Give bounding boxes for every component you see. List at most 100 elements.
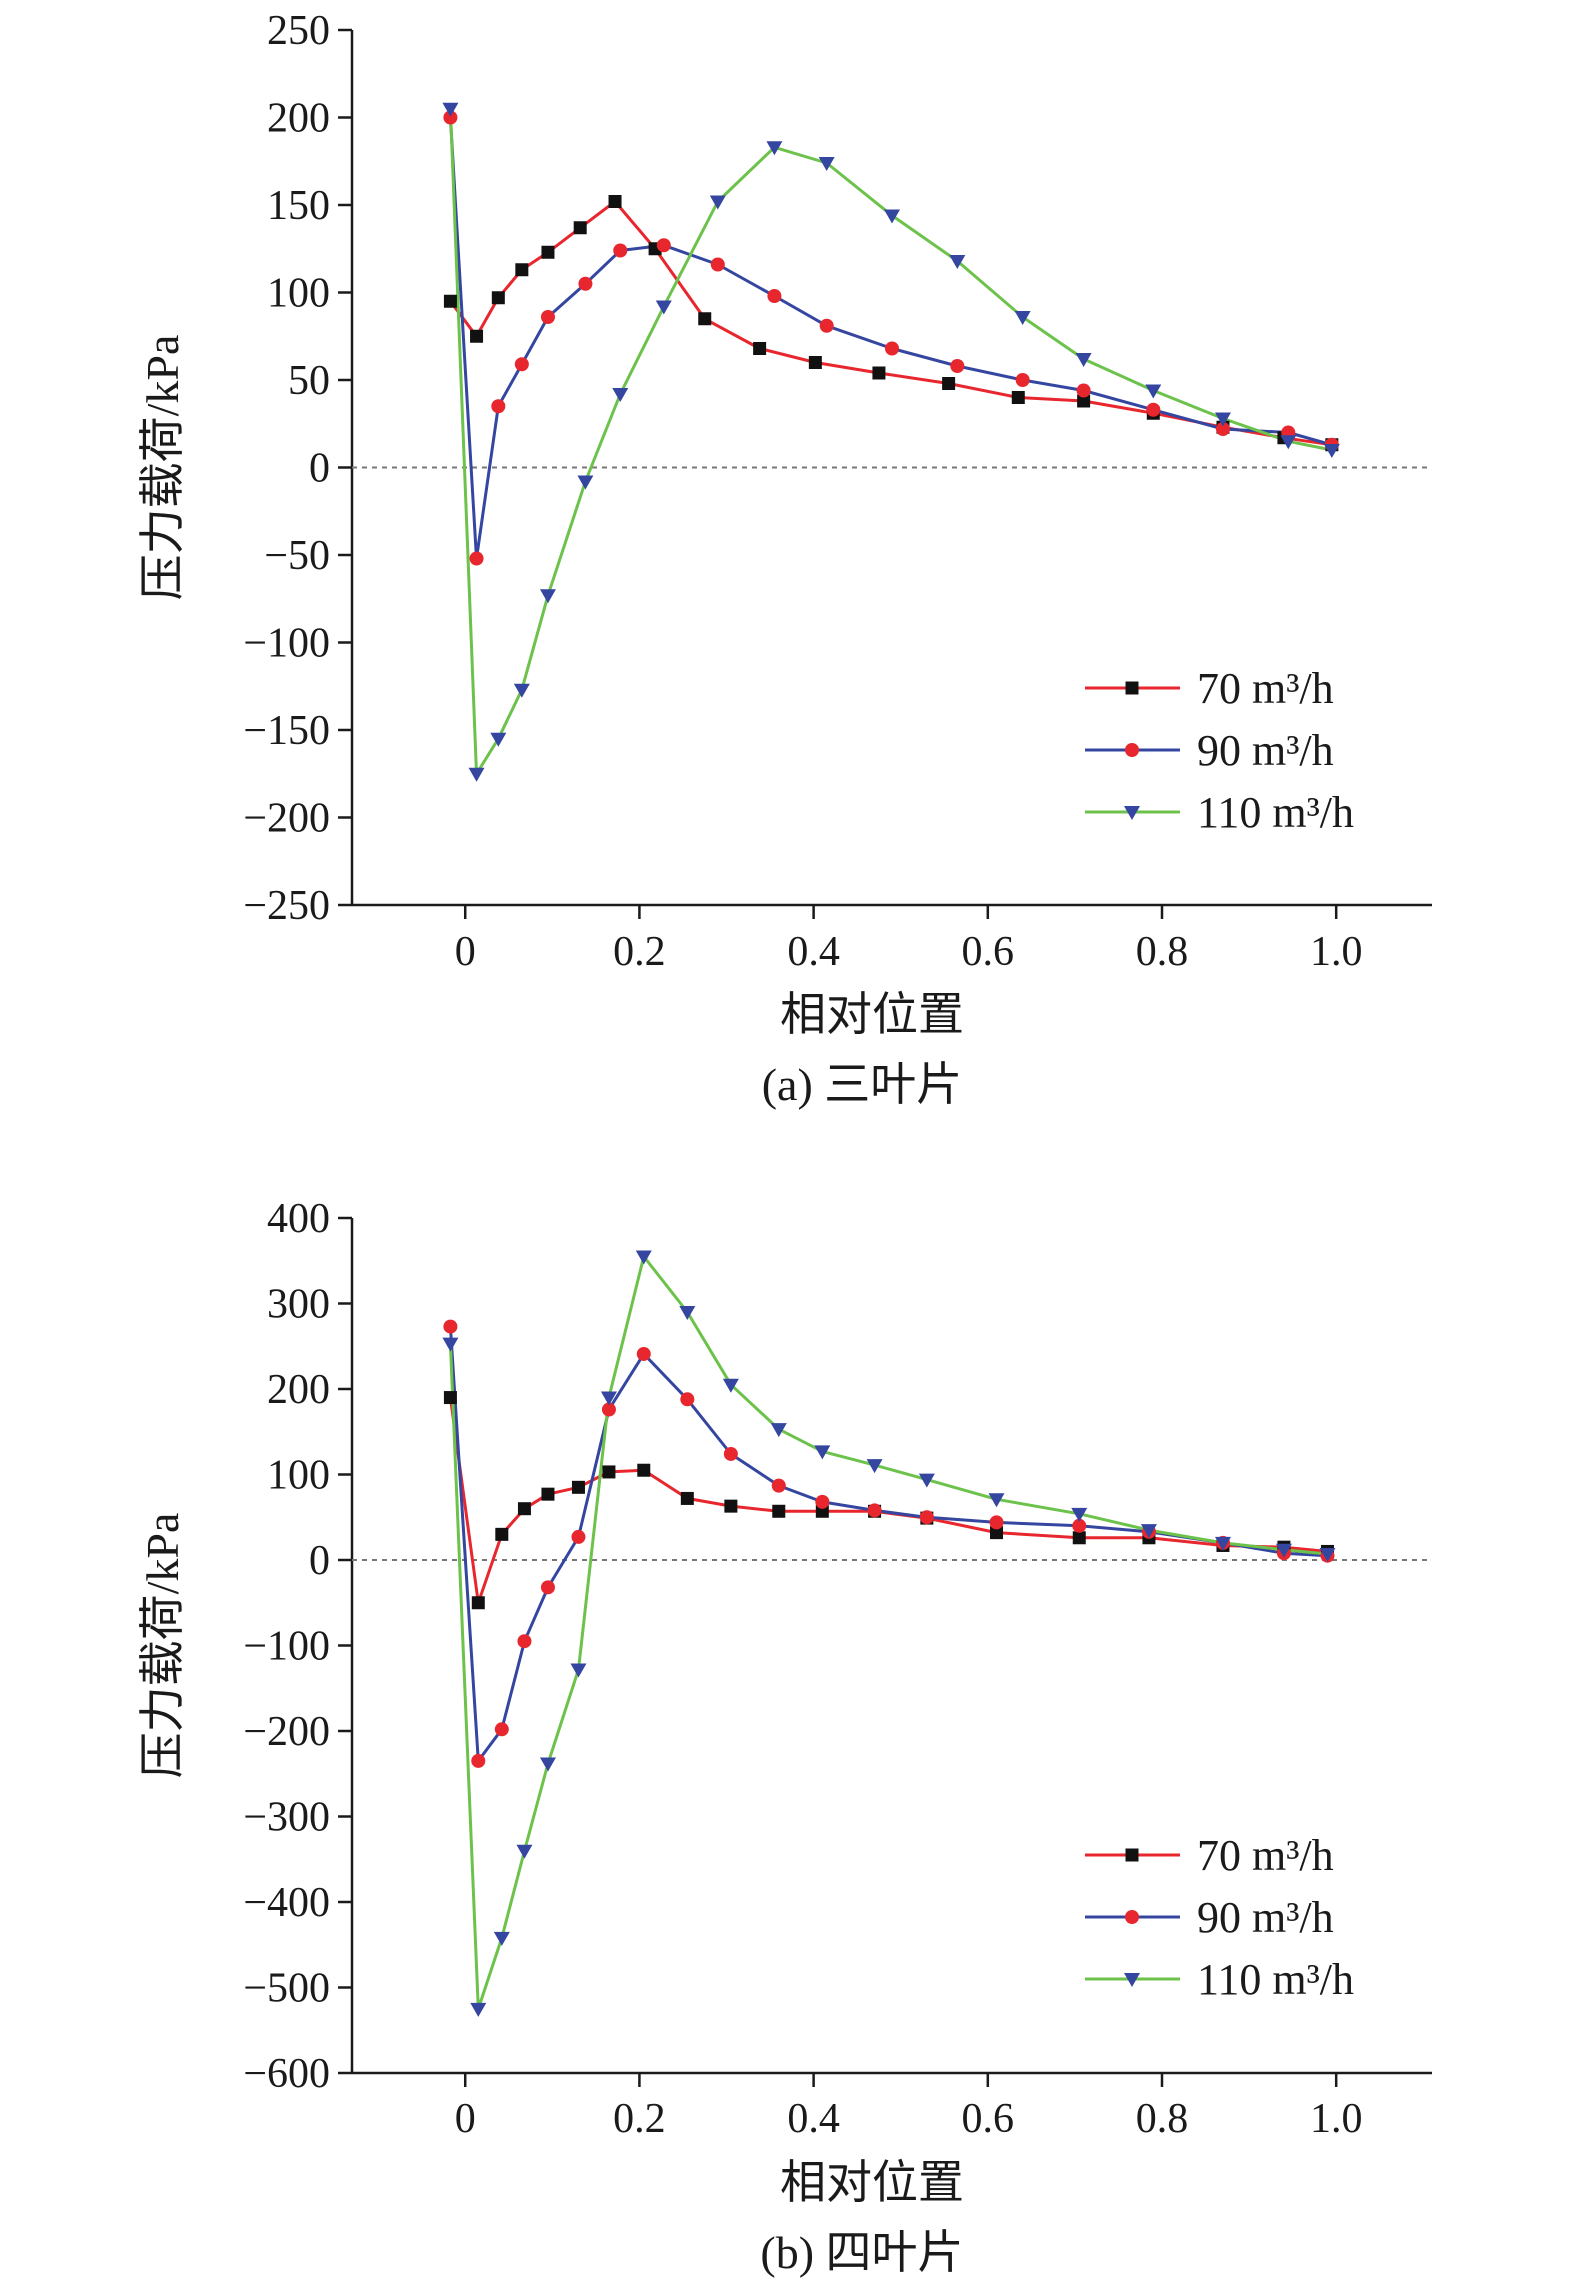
data-point-series-0 [541,245,555,259]
data-point-series-1 [819,318,834,333]
data-point-series-2 [814,1445,831,1460]
data-point-series-0 [573,221,587,235]
data-point-series-1 [517,1634,532,1649]
y-tick-label: 0 [309,1538,330,1584]
data-point-series-0 [602,1465,616,1479]
data-point-series-1 [1015,373,1030,387]
data-point-series-2 [516,1844,533,1859]
legend-marker-2 [1124,806,1140,820]
legend-label-1: 90 m³/h [1197,1893,1334,1942]
y-tick-label: −400 [243,1880,330,1926]
data-point-series-0 [1011,391,1025,404]
data-point-series-0 [808,356,822,369]
data-point-series-0 [772,1504,786,1518]
data-point-series-1 [601,1402,616,1417]
data-point-series-1 [885,341,899,356]
data-point-series-2 [884,209,900,224]
data-point-series-2 [770,1423,787,1438]
data-point-series-1 [680,1392,695,1407]
x-tick-label: 0.8 [1136,929,1189,975]
y-axis-title: 压力载荷/kPa [137,1513,188,1779]
data-point-series-1 [771,1478,786,1493]
x-tick-label: 0.2 [613,929,666,975]
data-point-series-2 [766,141,783,156]
x-tick-label: 1.0 [1310,2096,1363,2142]
data-point-series-2 [490,732,507,747]
chart-three-blade: −250 −200 −150 −100 −50 0 50 100 150 200 250 0 0.2 0.… [137,8,1432,1110]
chart-caption: (a) 三叶片 [762,1059,963,1110]
data-point-series-0 [680,1491,694,1505]
data-point-series-1 [443,110,458,125]
data-point-series-2 [866,1459,883,1474]
data-point-series-0 [471,1596,485,1610]
y-tick-label: −100 [243,621,330,667]
y-tick-label: 400 [267,1196,330,1242]
y-tick-label: −50 [264,533,330,579]
data-point-series-0 [571,1480,585,1494]
x-tick-label: 0 [455,929,476,975]
x-tick-label: 0.8 [1136,2096,1189,2142]
data-point-series-0 [990,1526,1004,1540]
y-tick-label: 50 [288,358,330,404]
data-point-series-2 [468,767,485,782]
data-point-series-1 [636,1346,651,1361]
data-point-series-2 [1275,1543,1292,1558]
data-point-series-1 [815,1494,830,1509]
data-point-series-1 [494,1722,509,1737]
y-tick-label: 250 [267,8,330,54]
data-point-series-1 [469,551,484,566]
y-tick-label: 200 [267,1367,330,1413]
data-point-series-0 [491,291,505,305]
x-tick-label: 0.6 [962,2096,1015,2142]
legend-label-2: 110 m³/h [1197,788,1354,837]
data-point-series-1 [867,1503,882,1518]
data-point-series-2 [635,1250,652,1265]
data-point-series-1 [1072,1518,1087,1533]
data-point-series-1 [514,357,529,372]
x-tick-label: 0.4 [787,929,840,975]
y-tick-label: −500 [243,1966,330,2012]
y-tick-label: 150 [267,183,330,229]
y-tick-label: 100 [267,1453,330,1499]
legend-label-2: 110 m³/h [1197,1955,1354,2004]
series-line-2 [448,1255,1328,2011]
data-point-series-0 [1077,394,1091,408]
data-point-series-2 [600,1391,617,1406]
data-point-series-2 [1214,1536,1231,1551]
legend-marker-2 [1124,1973,1140,1987]
data-point-series-2 [539,1757,556,1772]
legend-marker-1 [1125,743,1139,757]
data-point-series-2 [470,2002,487,2017]
data-point-series-1 [613,243,628,258]
data-point-series-2 [1071,1507,1088,1522]
data-point-series-0 [1072,1531,1086,1545]
data-point-series-1 [656,238,671,253]
x-tick-label: 0.2 [613,2096,666,2142]
data-point-series-1 [710,257,725,272]
data-point-series-1 [1146,402,1161,417]
data-point-series-2 [513,683,530,698]
data-point-series-2 [949,255,966,269]
data-point-series-1 [1076,383,1091,398]
data-point-series-0 [470,329,484,343]
data-point-series-0 [637,1463,651,1477]
data-point-series-0 [608,195,622,208]
data-point-series-0 [753,342,767,355]
x-tick-label: 0.6 [962,929,1015,975]
y-tick-label: −600 [243,2051,330,2097]
data-point-series-1 [571,1529,586,1544]
data-point-series-2 [818,157,835,171]
data-point-series-2 [1319,1548,1336,1563]
y-tick-label: −150 [243,708,330,754]
y-tick-label: −250 [243,883,330,929]
x-tick-label: 0 [455,2096,476,2142]
data-point-series-2 [679,1306,696,1321]
data-point-series-2 [722,1378,739,1393]
data-point-series-0 [443,294,457,308]
data-point-series-0 [724,1499,738,1513]
legend-marker-0 [1125,681,1139,695]
data-point-series-2 [539,589,556,604]
data-point-series-2 [988,1493,1005,1508]
legend-label-1: 90 m³/h [1197,726,1334,775]
